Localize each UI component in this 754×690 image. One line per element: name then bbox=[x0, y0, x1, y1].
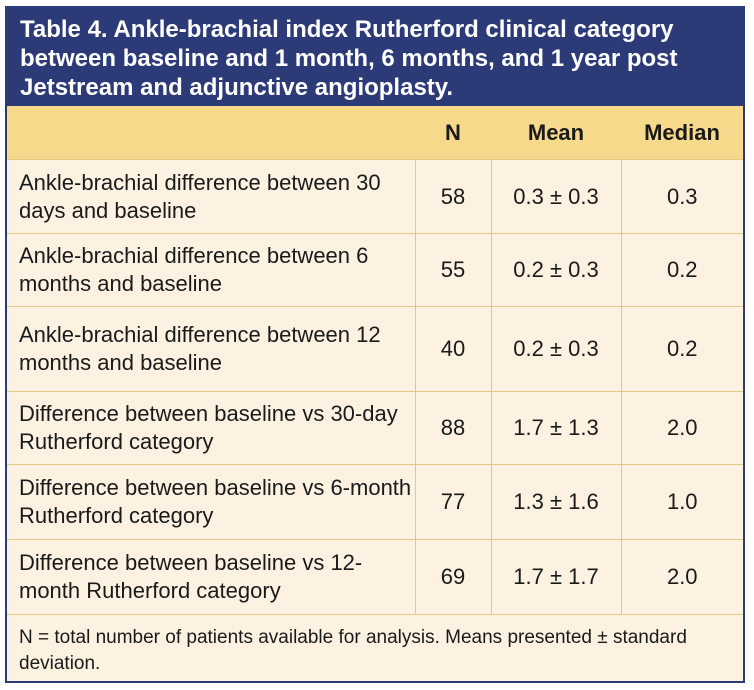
table-row: Difference between baseline vs 6-month R… bbox=[7, 464, 743, 540]
row-mean: 0.2 ± 0.3 bbox=[490, 233, 621, 307]
row-label: Ankle-brachial difference between 12 mon… bbox=[7, 306, 415, 392]
table-row: Ankle-brachial difference between 30 day… bbox=[7, 159, 743, 234]
row-n: 69 bbox=[414, 539, 491, 614]
header-n: N bbox=[415, 106, 491, 160]
table-row: Difference between baseline vs 12-month … bbox=[7, 539, 743, 614]
table-footnote: N = total number of patients available f… bbox=[7, 614, 743, 677]
row-median: 0.2 bbox=[620, 306, 743, 392]
header-median: Median bbox=[621, 106, 743, 160]
row-median: 0.2 bbox=[620, 233, 743, 307]
row-n: 55 bbox=[414, 233, 491, 307]
row-mean: 1.7 ± 1.3 bbox=[490, 391, 621, 465]
row-label: Difference between baseline vs 12-month … bbox=[7, 539, 415, 614]
row-label: Ankle-brachial difference between 30 day… bbox=[7, 159, 415, 234]
row-n: 40 bbox=[414, 306, 491, 392]
row-label: Ankle-brachial difference between 6 mont… bbox=[7, 233, 415, 307]
row-n: 77 bbox=[414, 464, 491, 540]
row-mean: 1.3 ± 1.6 bbox=[490, 464, 621, 540]
row-median: 2.0 bbox=[620, 539, 743, 614]
header-row: N Mean Median bbox=[7, 106, 743, 160]
table-title: Table 4. Ankle-brachial index Rutherford… bbox=[7, 8, 743, 106]
table-row: Ankle-brachial difference between 12 mon… bbox=[7, 306, 743, 392]
row-mean: 0.2 ± 0.3 bbox=[490, 306, 621, 392]
row-mean: 0.3 ± 0.3 bbox=[490, 159, 621, 234]
row-label: Difference between baseline vs 30-day Ru… bbox=[7, 391, 415, 465]
row-median: 1.0 bbox=[620, 464, 743, 540]
row-median: 2.0 bbox=[620, 391, 743, 465]
row-label: Difference between baseline vs 6-month R… bbox=[7, 464, 415, 540]
row-mean: 1.7 ± 1.7 bbox=[490, 539, 621, 614]
data-table: N Mean Median Ankle-brachial difference … bbox=[7, 106, 743, 614]
table-container: Table 4. Ankle-brachial index Rutherford… bbox=[5, 6, 745, 683]
header-label bbox=[7, 106, 415, 160]
header-mean: Mean bbox=[491, 106, 621, 160]
row-n: 88 bbox=[414, 391, 491, 465]
table-row: Difference between baseline vs 30-day Ru… bbox=[7, 391, 743, 465]
row-median: 0.3 bbox=[620, 159, 743, 234]
table-row: Ankle-brachial difference between 6 mont… bbox=[7, 233, 743, 307]
row-n: 58 bbox=[414, 159, 491, 234]
